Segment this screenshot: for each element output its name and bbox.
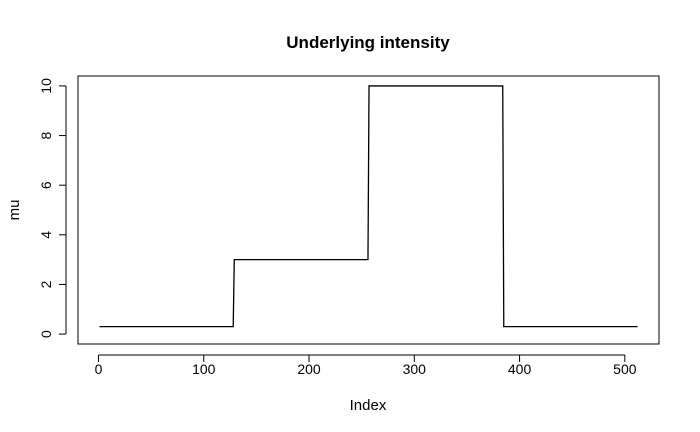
x-tick-label: 0: [95, 361, 103, 377]
x-axis: 0 100 200 300 400 500: [95, 354, 637, 377]
x-tick-label: 300: [403, 361, 427, 377]
y-tick-label: 2: [38, 280, 54, 288]
x-tick-label: 100: [192, 361, 216, 377]
y-axis: 0 2 4 6 8 10: [38, 78, 67, 338]
x-tick-label: 200: [297, 361, 321, 377]
y-tick-label: 0: [38, 330, 54, 338]
chart-title: Underlying intensity: [286, 33, 450, 52]
plot-frame: [77, 75, 660, 345]
y-tick-label: 8: [38, 131, 54, 139]
y-axis-label: mu: [6, 200, 23, 221]
series-line: [99, 85, 638, 328]
x-axis-label: Index: [350, 397, 387, 414]
y-tick-label: 4: [38, 231, 54, 239]
y-tick-label: 10: [38, 78, 54, 94]
series-layer: [99, 85, 638, 328]
x-tick-label: 400: [508, 361, 532, 377]
y-tick-label: 6: [38, 181, 54, 189]
x-tick-label: 500: [613, 361, 637, 377]
